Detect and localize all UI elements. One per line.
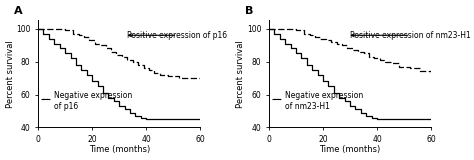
X-axis label: Time (months): Time (months): [89, 145, 150, 154]
X-axis label: Time (months): Time (months): [319, 145, 381, 154]
Text: Positive expression of p16: Positive expression of p16: [128, 31, 228, 40]
Text: A: A: [14, 6, 22, 16]
Text: Negative expression
of p16: Negative expression of p16: [55, 91, 133, 111]
Y-axis label: Percent survival: Percent survival: [237, 40, 246, 108]
Y-axis label: Percent survival: Percent survival: [6, 40, 15, 108]
Text: Negative expression
of nm23-H1: Negative expression of nm23-H1: [285, 91, 364, 111]
Text: Positive expression of nm23-H1: Positive expression of nm23-H1: [350, 31, 471, 40]
Text: B: B: [245, 6, 253, 16]
